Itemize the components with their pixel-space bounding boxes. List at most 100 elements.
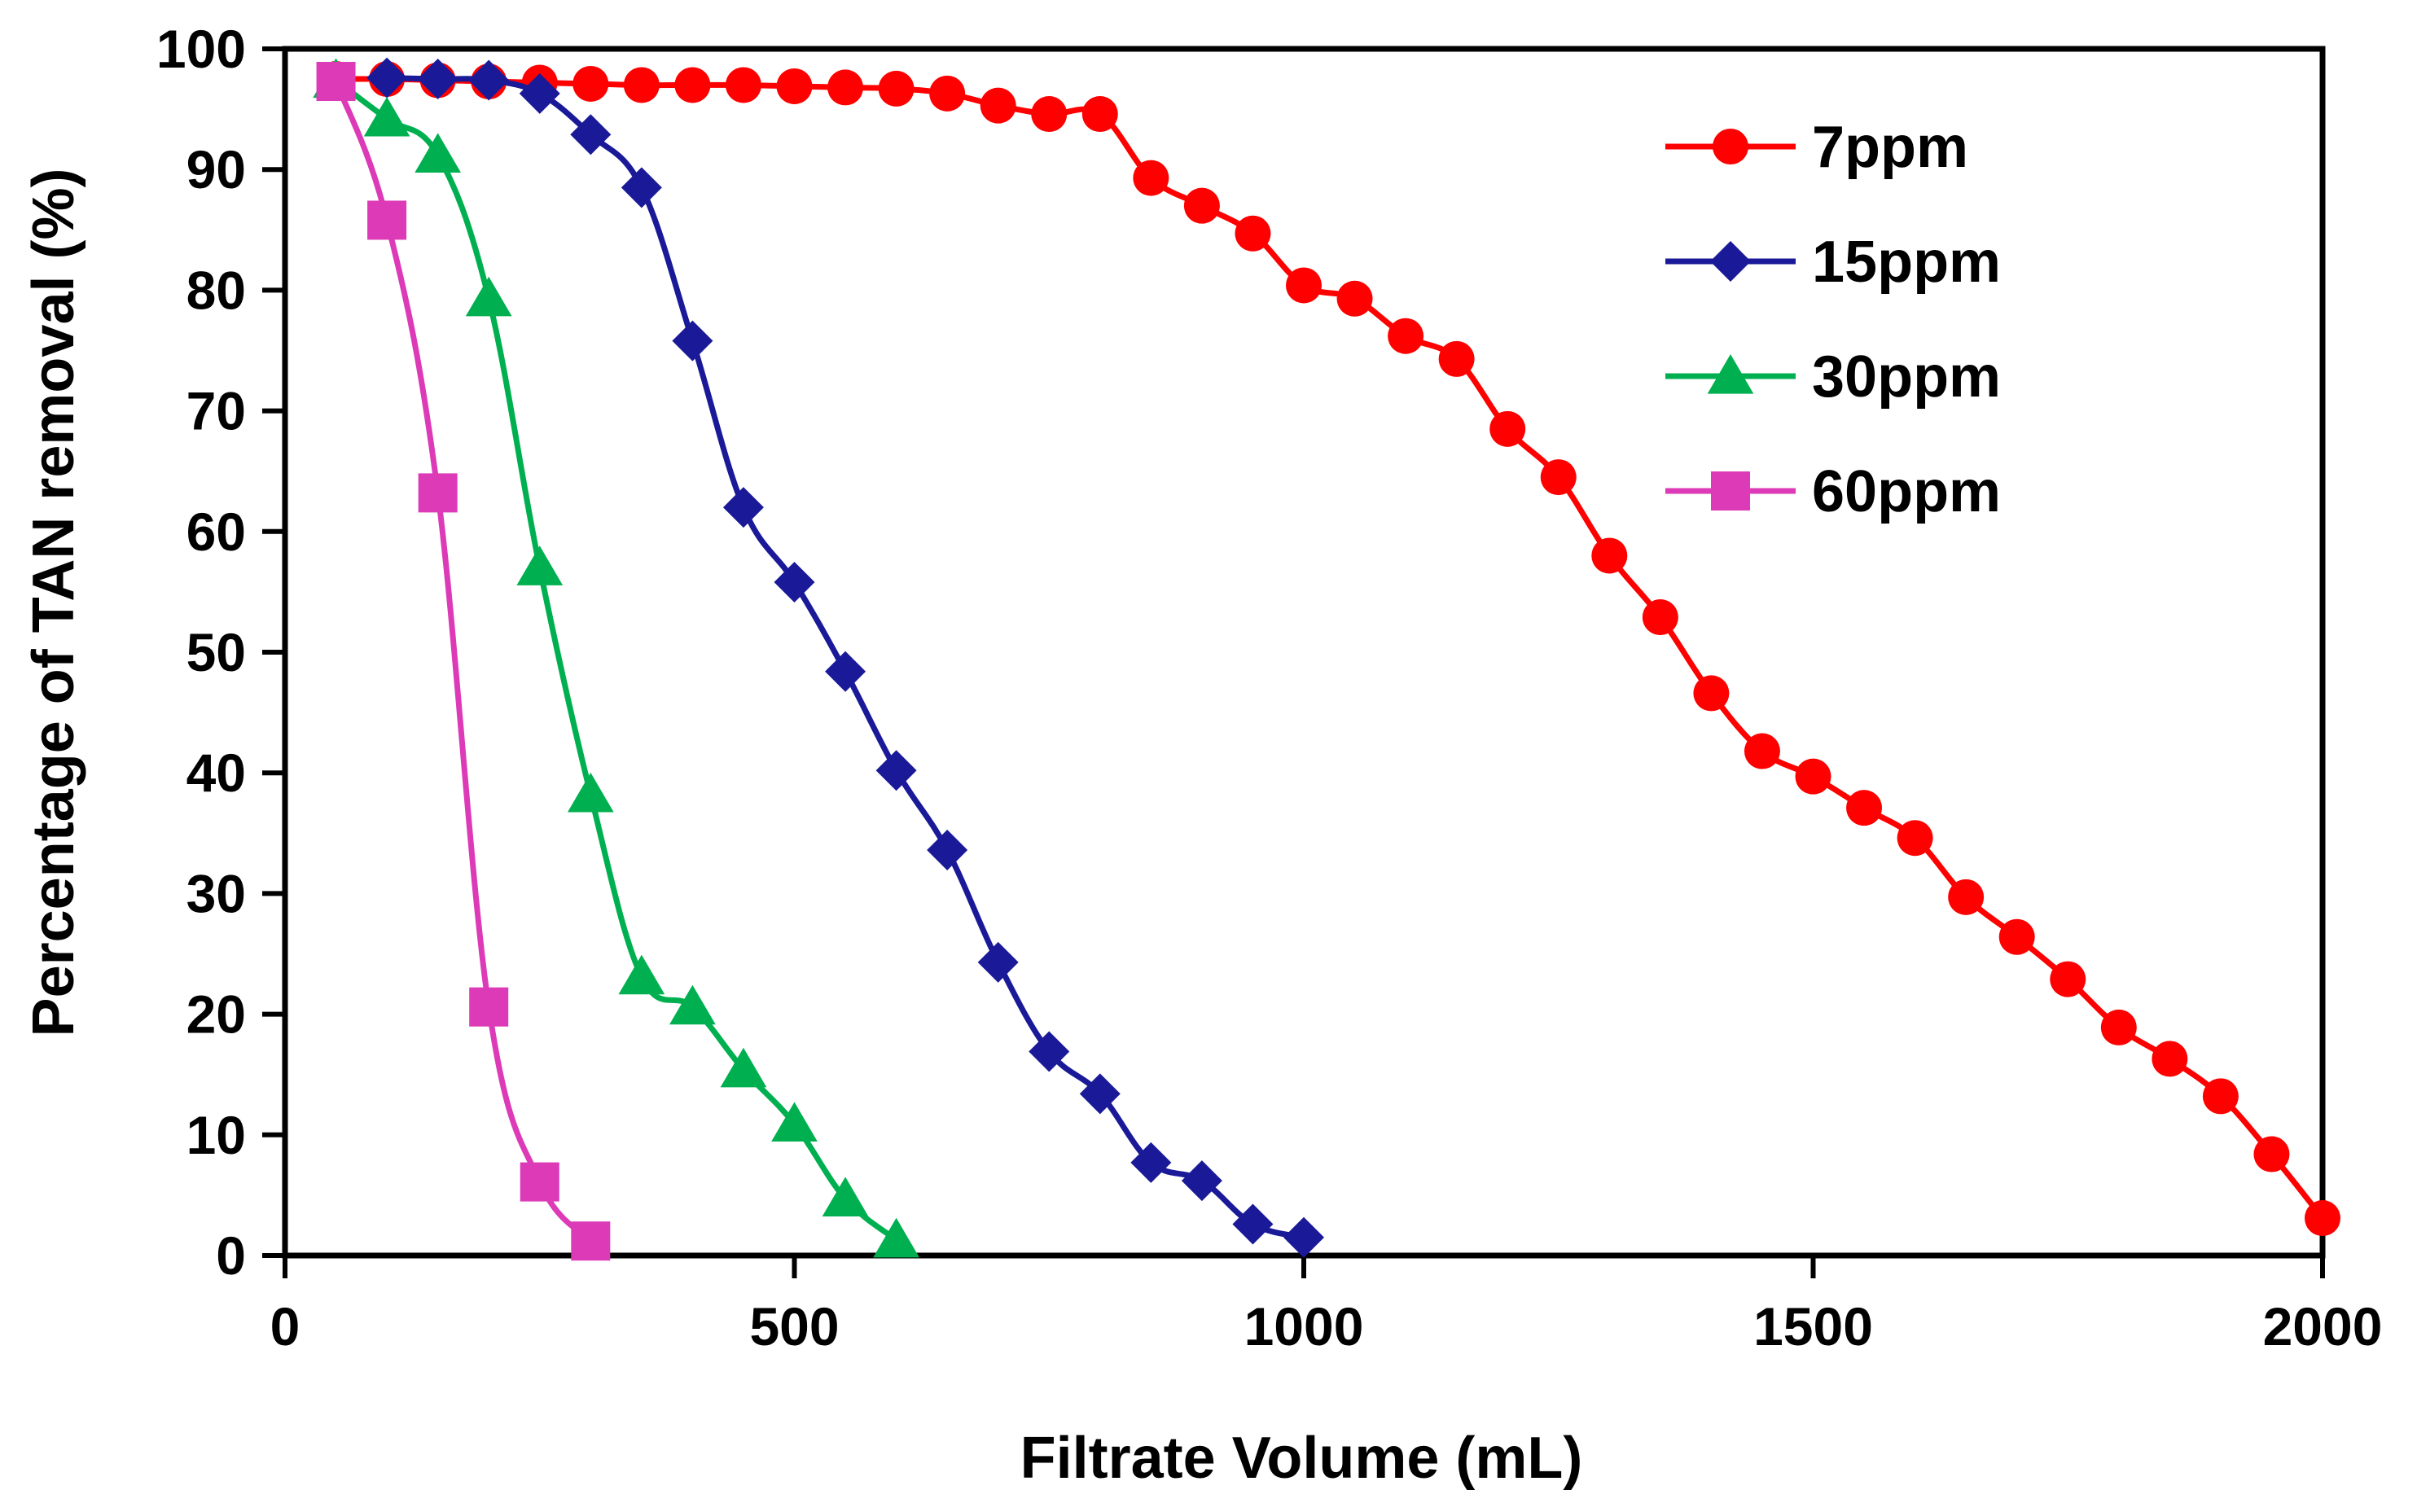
legend-entry-30ppm: 30ppm <box>1665 344 2001 410</box>
data-point-7ppm <box>725 67 761 103</box>
y-tick-label: 40 <box>186 743 246 803</box>
data-point-60ppm <box>316 62 356 102</box>
legend-marker-15ppm <box>1710 241 1751 282</box>
data-point-7ppm <box>2152 1041 2188 1077</box>
data-point-30ppm <box>516 546 564 585</box>
legend-entry-15ppm: 15ppm <box>1665 230 2001 295</box>
data-point-7ppm <box>1133 160 1169 196</box>
data-point-60ppm <box>469 987 509 1027</box>
data-point-7ppm <box>1286 267 1322 304</box>
data-point-15ppm <box>825 651 866 692</box>
y-tick-label: 80 <box>186 260 246 320</box>
data-point-7ppm <box>623 67 660 103</box>
data-point-60ppm <box>520 1162 559 1202</box>
data-point-7ppm <box>1235 215 1271 252</box>
data-point-15ppm <box>1130 1142 1172 1183</box>
data-point-7ppm <box>674 67 711 103</box>
data-point-7ppm <box>1591 537 1628 574</box>
data-point-15ppm <box>672 320 713 362</box>
legend-label-7ppm: 7ppm <box>1812 115 1968 180</box>
legend-label-60ppm: 60ppm <box>1812 459 2001 524</box>
data-point-15ppm <box>722 487 764 528</box>
legend-entry-7ppm: 7ppm <box>1665 115 1968 180</box>
data-point-15ppm <box>1029 1031 1070 1072</box>
x-tick-label: 1000 <box>1244 1296 1364 1356</box>
data-point-60ppm <box>418 473 458 513</box>
data-point-7ppm <box>2202 1078 2239 1115</box>
y-tick-label: 30 <box>186 863 246 923</box>
data-point-30ppm <box>771 1102 818 1142</box>
x-tick-label: 500 <box>749 1296 839 1356</box>
data-point-30ppm <box>567 772 614 813</box>
data-point-7ppm <box>2253 1136 2290 1172</box>
data-point-15ppm <box>519 72 560 114</box>
data-point-7ppm <box>980 87 1016 124</box>
data-point-15ppm <box>977 941 1019 983</box>
y-tick-label: 90 <box>186 139 246 199</box>
series-60ppm <box>316 62 611 1261</box>
y-tick-label: 10 <box>186 1105 246 1165</box>
data-point-7ppm <box>1846 790 1883 826</box>
data-point-15ppm <box>1079 1073 1121 1115</box>
data-point-7ppm <box>2305 1200 2340 1237</box>
legend-label-15ppm: 15ppm <box>1812 230 2001 295</box>
data-point-15ppm <box>366 57 408 99</box>
data-point-7ppm <box>776 68 813 104</box>
legend-marker-60ppm <box>1711 471 1750 511</box>
series-group <box>313 57 2340 1261</box>
y-axis-title: Percentage of TAN removal (%) <box>21 169 86 1037</box>
data-point-15ppm <box>417 59 458 100</box>
data-point-15ppm <box>1283 1216 1324 1258</box>
data-point-7ppm <box>1081 96 1118 133</box>
data-point-7ppm <box>1336 280 1373 317</box>
data-point-7ppm <box>1031 96 1068 133</box>
data-point-7ppm <box>1489 410 1526 447</box>
y-tick-label: 50 <box>186 622 246 682</box>
data-point-7ppm <box>878 70 915 107</box>
y-tick-label: 60 <box>186 502 246 562</box>
data-point-7ppm <box>929 75 966 112</box>
data-point-15ppm <box>570 114 612 156</box>
y-tick-label: 100 <box>156 19 246 79</box>
data-point-7ppm <box>1693 675 1730 712</box>
legend-marker-7ppm <box>1713 129 1748 164</box>
data-point-30ppm <box>822 1177 869 1216</box>
y-tick-label: 0 <box>216 1225 246 1286</box>
data-point-60ppm <box>571 1221 611 1261</box>
x-tick-label: 2000 <box>2263 1296 2383 1356</box>
data-point-15ppm <box>468 59 510 101</box>
x-axis-title: Filtrate Volume (mL) <box>1020 1426 1583 1491</box>
data-point-30ppm <box>465 276 512 317</box>
legend-marker-30ppm <box>1707 354 1754 394</box>
data-point-7ppm <box>1998 918 2035 955</box>
data-point-7ppm <box>1183 187 1220 224</box>
y-tick-label: 70 <box>186 381 246 441</box>
axes: 0 500 1000 1500 2000 0 10 20 30 40 50 60 70 80 90 100 <box>156 19 2383 1356</box>
data-point-30ppm <box>720 1047 767 1088</box>
data-point-30ppm <box>669 984 716 1025</box>
data-point-15ppm <box>774 562 815 603</box>
data-point-15ppm <box>1181 1160 1222 1202</box>
plot-frame <box>282 46 2326 1259</box>
data-point-7ppm <box>1948 879 1985 915</box>
series-15ppm <box>366 57 1324 1258</box>
data-point-7ppm <box>1744 733 1780 769</box>
data-point-7ppm <box>572 65 609 102</box>
series-line-60ppm <box>333 78 594 1244</box>
y-tick-label: 20 <box>186 984 246 1045</box>
series-line-30ppm <box>333 77 900 1243</box>
data-point-30ppm <box>618 954 665 995</box>
data-point-7ppm <box>1438 340 1475 377</box>
data-point-15ppm <box>875 750 917 791</box>
data-point-7ppm <box>1540 459 1577 496</box>
series-7ppm <box>318 61 2340 1237</box>
x-tick-label: 1500 <box>1753 1296 1873 1356</box>
data-point-15ppm <box>1232 1203 1274 1245</box>
x-tick-label: 0 <box>270 1296 300 1356</box>
data-point-30ppm <box>873 1217 919 1258</box>
legend-entry-60ppm: 60ppm <box>1665 459 2001 524</box>
data-point-7ppm <box>2050 961 2086 997</box>
data-point-30ppm <box>415 133 461 173</box>
